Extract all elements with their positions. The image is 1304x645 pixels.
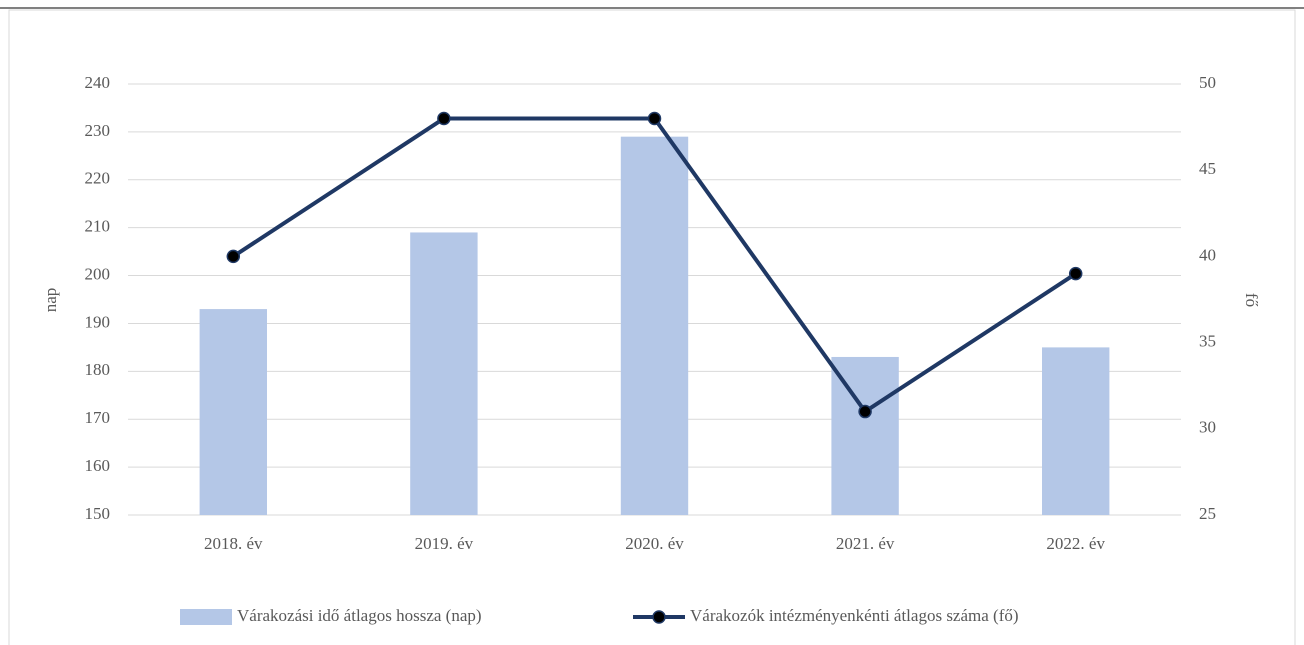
y-axis-label: nap xyxy=(41,288,60,313)
legend-marker xyxy=(652,610,666,624)
y-tick-label: 180 xyxy=(85,360,111,379)
line-marker xyxy=(437,111,451,126)
x-tick-label: 2018. év xyxy=(204,534,263,553)
bar xyxy=(410,232,478,515)
y2-axis-label: fő xyxy=(1242,293,1261,307)
y2-tick-label: 25 xyxy=(1199,504,1216,523)
y-tick-label: 220 xyxy=(85,169,111,188)
line-marker xyxy=(1068,266,1083,281)
y-tick-label: 170 xyxy=(85,408,111,427)
bar xyxy=(1042,347,1110,515)
chart-frame xyxy=(8,9,1296,645)
bar xyxy=(199,309,267,515)
x-tick-label: 2019. év xyxy=(415,534,474,553)
y2-tick-label: 40 xyxy=(1199,245,1216,264)
y-tick-label: 190 xyxy=(85,312,111,331)
x-tick-label: 2021. év xyxy=(836,534,895,553)
y2-tick-label: 35 xyxy=(1199,332,1216,351)
y2-tick-label: 50 xyxy=(1199,73,1216,92)
y-tick-label: 210 xyxy=(85,217,111,236)
line-marker xyxy=(647,111,662,126)
bar xyxy=(620,136,689,515)
y-tick-label: 230 xyxy=(85,121,111,140)
y-tick-label: 150 xyxy=(85,504,111,523)
y-tick-label: 160 xyxy=(85,456,111,475)
x-tick-label: 2022. év xyxy=(1046,534,1105,553)
legend-swatch xyxy=(180,609,232,625)
x-tick-label: 2020. év xyxy=(625,534,684,553)
line-marker xyxy=(858,404,872,419)
y-tick-label: 240 xyxy=(85,73,111,92)
y2-tick-label: 45 xyxy=(1199,159,1216,178)
y2-tick-label: 30 xyxy=(1199,418,1216,437)
line-marker xyxy=(226,249,241,264)
y-tick-label: 200 xyxy=(85,264,111,283)
legend-label: Várakozási idő átlagos hossza (nap) xyxy=(237,606,482,625)
legend-label: Várakozók intézményenkénti átlagos száma… xyxy=(690,606,1019,625)
